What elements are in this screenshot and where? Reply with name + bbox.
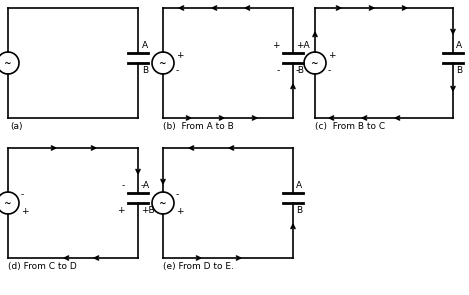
- Text: B: B: [456, 66, 462, 75]
- Text: ~: ~: [4, 58, 12, 68]
- Text: +: +: [328, 50, 335, 60]
- Text: B: B: [296, 206, 302, 215]
- Text: (e) From D to E.: (e) From D to E.: [163, 262, 234, 271]
- Text: (b)  From A to B: (b) From A to B: [163, 122, 234, 131]
- Text: +: +: [176, 206, 183, 216]
- Text: (d) From C to D: (d) From C to D: [8, 262, 77, 271]
- Text: ~: ~: [4, 199, 12, 207]
- Text: (a): (a): [10, 122, 23, 131]
- Text: -: -: [21, 191, 24, 199]
- Text: ~: ~: [159, 58, 167, 68]
- Text: +: +: [176, 50, 183, 60]
- Text: -: -: [122, 181, 125, 190]
- Text: A: A: [456, 41, 462, 50]
- Text: ~: ~: [159, 199, 167, 207]
- Text: A: A: [142, 41, 148, 50]
- Text: +: +: [272, 41, 280, 50]
- Text: -: -: [176, 191, 179, 199]
- Text: -: -: [328, 66, 331, 76]
- Text: A: A: [296, 181, 302, 190]
- Text: (c)  From B to C: (c) From B to C: [315, 122, 385, 131]
- Text: -A: -A: [141, 181, 150, 190]
- Text: +: +: [21, 206, 29, 216]
- Text: -B: -B: [296, 66, 305, 75]
- Text: ~: ~: [311, 58, 319, 68]
- Text: -: -: [176, 66, 179, 76]
- Text: -: -: [277, 66, 280, 75]
- Text: B: B: [142, 66, 148, 75]
- Text: +: +: [118, 206, 125, 215]
- Text: +B: +B: [141, 206, 155, 215]
- Text: +A: +A: [296, 41, 310, 50]
